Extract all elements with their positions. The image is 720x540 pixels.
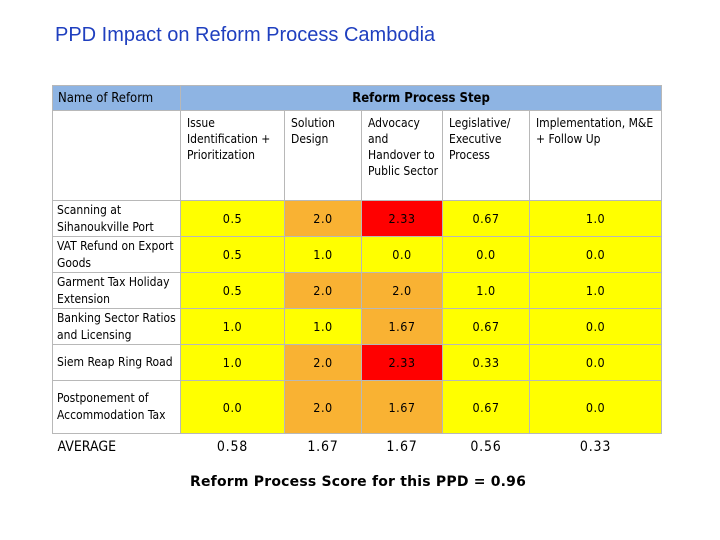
score-cell: 0.67 <box>442 200 530 237</box>
score-cell: 1.0 <box>180 308 285 345</box>
score-cell: 0.0 <box>528 308 663 345</box>
score-cell: 2.0 <box>284 380 362 434</box>
score-cell: 0.5 <box>180 236 285 273</box>
table-row: Siem Reap Ring Road 1.0 2.0 2.33 0.33 0.0 <box>52 344 663 381</box>
table-row: Postponement of Accommodation Tax 0.0 2.0 1… <box>52 380 663 434</box>
score-cell: 2.0 <box>284 272 362 309</box>
score-cell: 0.0 <box>180 380 285 434</box>
step-header: Solution Design <box>284 110 362 201</box>
reform-table: Name of Reform Reform Process Step Issue… <box>52 85 663 460</box>
score-cell: 2.33 <box>361 200 443 237</box>
reform-name: Banking Sector Ratios and Licensing <box>52 308 181 345</box>
score-cell: 2.33 <box>361 344 443 381</box>
reform-name: Postponement of Accommodation Tax <box>52 380 181 434</box>
blank-corner-cell <box>52 110 181 201</box>
score-cell: 0.0 <box>442 236 530 273</box>
score-cell: 0.0 <box>361 236 443 273</box>
score-cell: 0.0 <box>528 380 663 434</box>
score-cell: 1.0 <box>284 236 362 273</box>
step-header: Legislative/ Executive Process <box>442 110 530 201</box>
table-row: VAT Refund on Export Goods 0.5 1.0 0.0 0.0 0.… <box>52 236 663 273</box>
average-value: 0.33 <box>529 433 662 460</box>
average-label: AVERAGE <box>52 433 181 460</box>
average-row: AVERAGE 0.58 1.67 1.67 0.56 0.33 <box>52 433 662 460</box>
reform-name: VAT Refund on Export Goods <box>52 236 181 273</box>
reform-name: Scanning at Sihanoukville Port <box>52 200 181 237</box>
average-value: 0.56 <box>442 433 530 460</box>
score-cell: 0.0 <box>528 344 663 381</box>
step-header-label: Solution Design <box>291 116 335 146</box>
score-cell: 1.67 <box>361 308 443 345</box>
table-row: Garment Tax Holiday Extension 0.5 2.0 2.0 1.… <box>52 272 663 309</box>
average-value: 1.67 <box>361 433 443 460</box>
score-cell: 2.0 <box>284 200 362 237</box>
score-cell: 1.67 <box>361 380 443 434</box>
score-cell: 0.67 <box>442 380 530 434</box>
table-row: Banking Sector Ratios and Licensing 1.0 1.… <box>52 308 663 345</box>
score-cell: 1.0 <box>528 200 663 237</box>
step-header: Implementation, M&E + Follow Up <box>528 110 663 201</box>
score-cell: 0.5 <box>180 272 285 309</box>
score-cell: 0.5 <box>180 200 285 237</box>
score-cell: 0.33 <box>442 344 530 381</box>
score-cell: 1.0 <box>528 272 663 309</box>
reform-name: Garment Tax Holiday Extension <box>52 272 181 309</box>
score-cell: 1.0 <box>284 308 362 345</box>
score-cell: 2.0 <box>361 272 443 309</box>
average-value: 0.58 <box>180 433 285 460</box>
step-header-label: Implementation, M&E + Follow Up <box>536 116 654 146</box>
step-header-row: Issue Identification + Prioritization So… <box>52 110 663 201</box>
reform-process-step-header: Reform Process Step <box>179 85 663 111</box>
score-cell: 0.0 <box>528 236 663 273</box>
reform-process-score: Reform Process Score for this PPD = 0.96 <box>190 474 527 490</box>
average-value: 1.67 <box>284 433 362 460</box>
step-header-label: Issue Identification + Prioritization <box>187 116 271 162</box>
step-header-label: Legislative/ Executive Process <box>449 116 511 162</box>
step-header: Advocacy and Handover to Public Sector <box>361 110 443 201</box>
table-row: Scanning at Sihanoukville Port 0.5 2.0 2.33… <box>52 200 663 237</box>
score-cell: 0.67 <box>442 308 530 345</box>
score-cell: 2.0 <box>284 344 362 381</box>
reform-name: Siem Reap Ring Road <box>52 344 181 381</box>
score-cell: 1.0 <box>180 344 285 381</box>
step-header-label: Advocacy and Handover to Public Sector <box>368 116 439 178</box>
page-title: PPD Impact on Reform Process Cambodia <box>55 24 436 46</box>
step-header: Issue Identification + Prioritization <box>180 110 285 201</box>
score-cell: 1.0 <box>442 272 530 309</box>
table-header-row: Name of Reform Reform Process Step <box>52 85 663 111</box>
name-of-reform-header: Name of Reform <box>52 85 181 111</box>
